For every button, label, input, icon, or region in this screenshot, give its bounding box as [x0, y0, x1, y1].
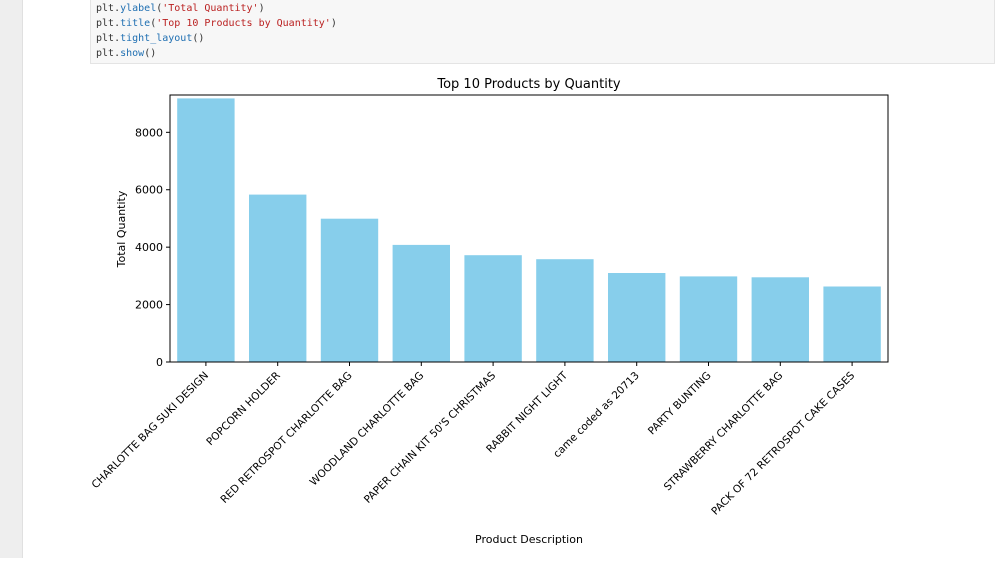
bar: [679, 276, 738, 362]
code-object: plt: [96, 33, 115, 44]
code-dot: .: [114, 3, 121, 14]
bar: [536, 259, 594, 362]
x-tick-label: CHARLOTTE BAG SUKI DESIGN: [90, 370, 211, 492]
x-tick-label: PARTY BUNTING: [646, 370, 714, 438]
bar: [249, 194, 307, 362]
code-object: plt: [96, 18, 115, 29]
code-paren-open: (: [156, 3, 163, 14]
code-dot: .: [114, 18, 121, 29]
plot-frame: [169, 94, 889, 363]
code-dot: .: [114, 48, 121, 59]
code-line-4: plt.show(): [96, 48, 156, 59]
code-method: show: [120, 48, 145, 59]
code-paren-close: ): [330, 18, 337, 29]
code-paren-close: ): [198, 33, 205, 44]
code-paren-open: (: [150, 18, 157, 29]
x-tick-label: RABBIT NIGHT LIGHT: [484, 369, 570, 455]
bar: [751, 277, 809, 362]
y-tick-label: 6000: [135, 184, 163, 197]
code-argument: 'Top 10 Products by Quantity': [156, 18, 331, 29]
bar: [392, 244, 450, 362]
bar: [177, 98, 235, 363]
code-method: tight_layout: [120, 33, 193, 44]
code-line-3: plt.tight_layout(): [96, 33, 204, 44]
x-tick-label: STRAWBERRY CHARLOTTE BAG: [662, 370, 786, 494]
code-cell[interactable]: plt.ylabel('Total Quantity') plt.title('…: [90, 0, 995, 64]
bar: [823, 286, 881, 362]
code-object: plt: [96, 48, 115, 59]
chart-title: Top 10 Products by Quantity: [436, 77, 621, 92]
cell-output: Top 10 Products by Quantity 0 2000 4000 600…: [89, 66, 995, 558]
x-tick-label: PAPER CHAIN KIT 50'S CHRISTMAS: [362, 369, 499, 506]
code-method: title: [120, 18, 151, 29]
bar-chart: Top 10 Products by Quantity 0 2000 4000 600…: [89, 77, 889, 546]
left-gutter: [0, 0, 23, 558]
bar: [464, 255, 522, 362]
y-tick-label: 8000: [135, 126, 163, 139]
code-editor[interactable]: plt.ylabel('Total Quantity') plt.title('…: [96, 1, 337, 61]
bar: [320, 218, 379, 362]
code-paren-open: (: [144, 48, 151, 59]
bar: [608, 273, 666, 362]
code-method: ylabel: [120, 3, 157, 14]
y-axis-label: Total Quantity: [115, 190, 128, 268]
x-tick-label: WOODLAND CHARLOTTE BAG: [308, 370, 427, 489]
code-dot: .: [114, 33, 121, 44]
code-paren-close: ): [258, 3, 265, 14]
code-line-1: plt.ylabel('Total Quantity'): [96, 3, 265, 14]
y-tick-label: 4000: [135, 241, 163, 254]
x-tick-label: POPCORN HOLDER: [204, 370, 283, 449]
x-tick-label: RED RETROSPOT CHARLOTTE BAG: [218, 370, 354, 506]
code-line-2: plt.title('Top 10 Products by Quantity'): [96, 18, 337, 29]
code-paren-close: ): [150, 48, 157, 59]
code-paren-open: (: [192, 33, 199, 44]
y-axis: 0 2000 4000 6000 8000: [135, 126, 170, 369]
y-tick-label: 2000: [135, 299, 163, 312]
x-axis-label: Product Description: [475, 533, 583, 546]
bars-group: [177, 98, 881, 363]
x-tick-label: PACK OF 72 RETROSPOT CAKE CASES: [709, 369, 857, 517]
code-argument: 'Total Quantity': [162, 3, 259, 14]
code-object: plt: [96, 3, 115, 14]
y-tick-label: 0: [156, 356, 163, 369]
